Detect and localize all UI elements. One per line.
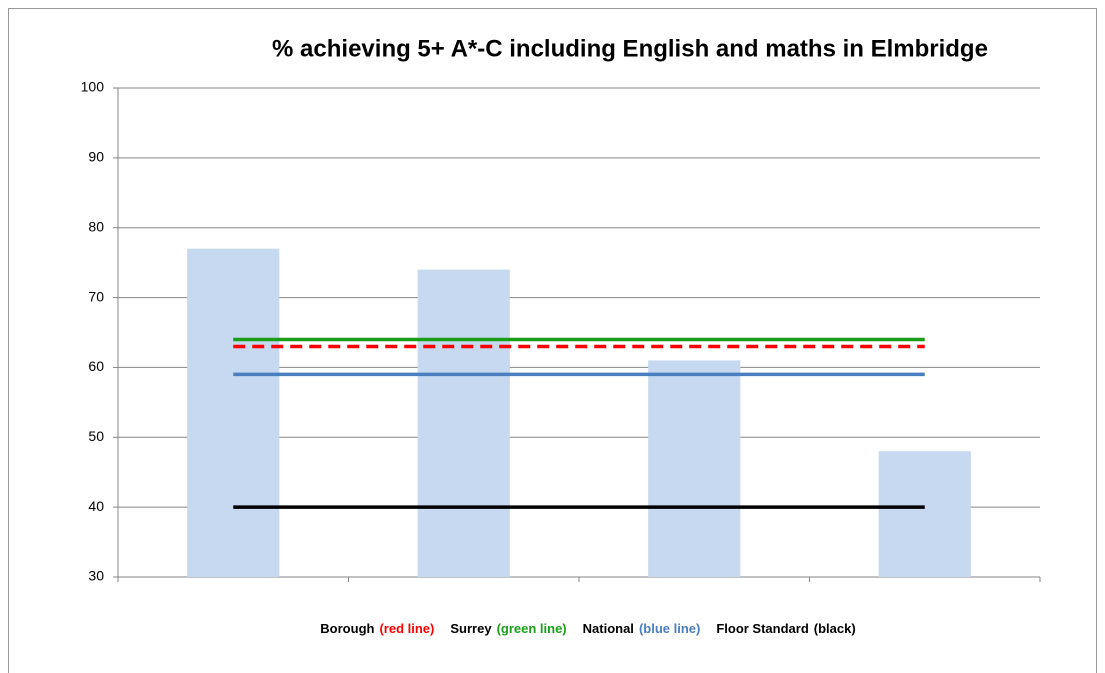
y-tick-label: 70 [88, 288, 104, 304]
legend-name: Floor Standard [716, 621, 809, 636]
bar [878, 451, 971, 577]
legend-note: (black) [814, 621, 856, 636]
y-tick-label: 50 [88, 428, 104, 444]
y-tick-label: 100 [81, 79, 105, 95]
y-tick-label: 30 [88, 568, 104, 584]
y-tick-label: 40 [88, 498, 104, 514]
y-tick-label: 60 [88, 358, 104, 374]
legend-note: (green line) [497, 621, 567, 636]
bar [648, 360, 741, 577]
legend: Borough (red line) Surrey (green line) Natio… [320, 621, 855, 636]
legend-name: National [583, 621, 634, 636]
legend-name: Surrey [450, 621, 492, 636]
legend-note: (red line) [379, 621, 434, 636]
y-tick-label: 90 [88, 149, 104, 165]
chart-title: % achieving 5+ A*-C including English an… [272, 35, 988, 62]
bar [417, 269, 510, 577]
legend-note: (blue line) [639, 621, 700, 636]
legend-name: Borough [320, 621, 374, 636]
bar [187, 248, 280, 577]
y-tick-label: 80 [88, 218, 104, 234]
